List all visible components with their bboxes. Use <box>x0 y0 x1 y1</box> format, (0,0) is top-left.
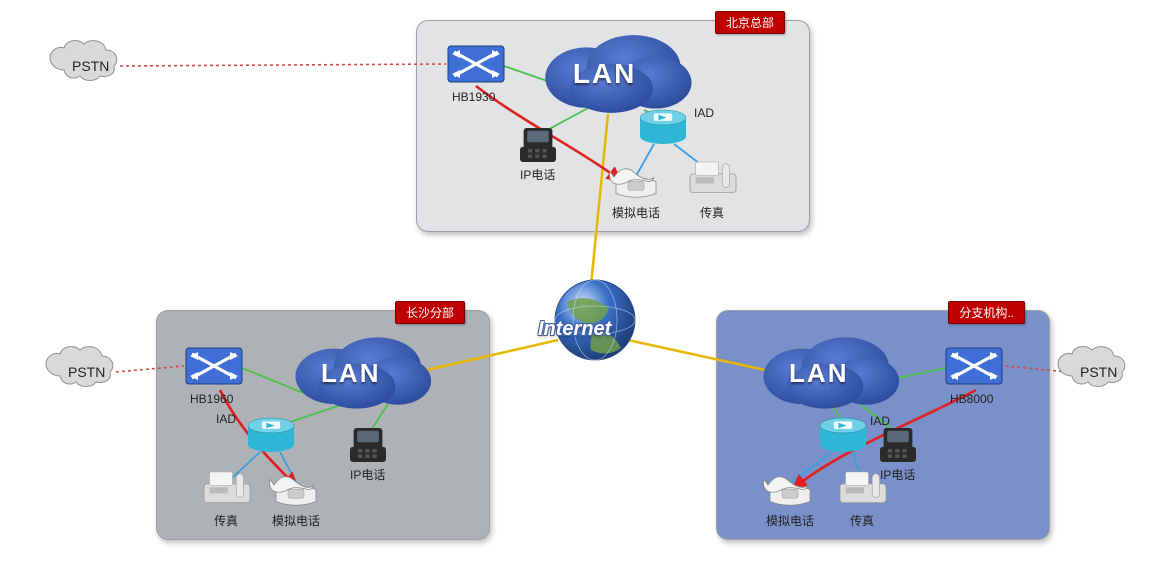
internet-label: Internet <box>538 318 611 341</box>
device-label: 传真 <box>214 512 238 529</box>
panel-title-hq: 北京总部 <box>715 11 785 34</box>
device-label: IAD <box>694 106 714 120</box>
pstn-label: PSTN <box>72 58 109 74</box>
device-label: IP电话 <box>520 166 555 183</box>
diagram-stage: 北京总部长沙分部 分支机构.. PSTN PSTN PSTN LAN LAN LAN Inter… <box>0 0 1167 571</box>
pstn-label: PSTN <box>68 364 105 380</box>
device-label: 模拟电话 <box>766 512 814 529</box>
device-label: IP电话 <box>880 466 915 483</box>
panel-branch_cs: 长沙分部 <box>156 310 490 540</box>
device-label: 传真 <box>700 204 724 221</box>
device-label: HB1930 <box>452 90 495 104</box>
panel-title-branch_cs: 长沙分部 <box>395 301 465 324</box>
device-label: IP电话 <box>350 466 385 483</box>
panel-hq: 北京总部 <box>416 20 810 232</box>
device-label: 模拟电话 <box>272 512 320 529</box>
device-label: IAD <box>870 414 890 428</box>
device-label: 传真 <box>850 512 874 529</box>
lan-cloud-label: LAN <box>573 58 637 90</box>
device-label: 模拟电话 <box>612 204 660 221</box>
device-label: IAD <box>216 412 236 426</box>
panel-title-branch_other: 分支机构.. <box>948 301 1025 324</box>
device-label: HB1960 <box>190 392 233 406</box>
pstn-label: PSTN <box>1080 364 1117 380</box>
device-label: HB8000 <box>950 392 993 406</box>
lan-cloud-label: LAN <box>321 358 380 389</box>
lan-cloud-label: LAN <box>789 358 848 389</box>
